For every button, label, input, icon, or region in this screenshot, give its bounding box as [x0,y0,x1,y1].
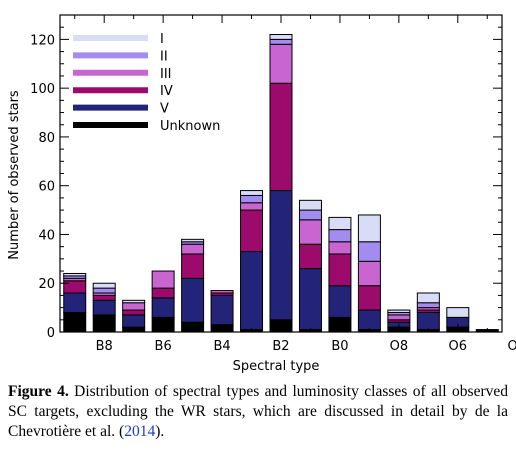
bar-segment [240,209,264,253]
bar-segment [446,307,470,318]
x-tick-label: B8 [96,339,113,354]
bar-segment [151,287,175,299]
y-tick-label: 60 [38,180,55,195]
bar-segment [210,290,234,294]
legend-label: V [160,102,169,117]
y-tick-label: 100 [30,82,55,97]
bar-segment [63,292,87,313]
legend-label: IV [160,84,173,99]
caption-citation-link[interactable]: 2014 [124,423,156,440]
bar-segment [151,297,175,318]
caption-end: ). [155,423,165,440]
bar-segment [63,272,87,277]
bars-group [59,14,503,333]
x-tick-label: B0 [331,339,348,354]
bar-segment [298,268,322,331]
bar-segment [210,294,234,326]
bar-segment [181,277,205,323]
bar-segment [240,202,264,211]
y-tick-label: 40 [38,228,55,243]
legend-label: II [160,49,168,64]
bar-segment [92,294,116,301]
bar-segment [92,282,116,289]
bar-segment [181,253,205,279]
bar-segment [357,309,381,331]
y-tick-label: 80 [38,131,55,146]
bar-segment [387,314,411,321]
y-axis-label: Number of observed stars [7,90,22,260]
y-tick-label: 120 [30,33,55,48]
bar-segment [63,280,87,294]
x-axis: B8 B6 B4 B2 B0 O8 O6 O4 [74,15,516,354]
legend-label: Unknown [160,119,220,134]
x-tick-label: B6 [155,339,172,354]
x-tick-label: B2 [272,339,289,354]
bar-segment [357,214,381,243]
bar-segment [122,302,146,311]
bar-segment [122,314,146,328]
figure-caption: Figure 4. Distribution of spectral types… [8,382,508,442]
bar-segment [240,251,264,331]
bar-segment [328,229,352,243]
y-tick-label: 20 [38,277,55,292]
legend-label: I [160,32,164,47]
bar-segment [269,190,293,321]
bar-segment [328,216,352,231]
bar-segment [92,287,116,294]
x-tick-label: O6 [449,339,468,354]
bar-segment [416,302,440,309]
bar-segment [357,260,381,287]
bar-segment [240,194,264,204]
legend-label: III [160,67,172,82]
bar-segment [181,243,205,255]
bar-segment [357,241,381,262]
bar-segment [122,309,146,316]
bar-segment [416,292,440,304]
bar-segment [328,253,352,287]
bar-segment [240,190,264,196]
x-tick-label: B4 [213,339,230,354]
caption-text: Distribution of spectral types and lumin… [8,383,508,440]
bar-segment [416,311,440,331]
bar-segment [298,219,322,245]
bar-segment [269,34,293,40]
bar-segment [298,243,322,270]
bar-segment [269,43,293,84]
bar-segment [387,309,411,313]
bar-segment [269,82,293,192]
bar-segment [328,241,352,255]
y-tick-label: 0 [47,326,55,341]
bar-segment [181,238,205,243]
bar-segment [269,38,293,45]
bar-segment [92,299,116,316]
y-axis: 0 20 40 60 80 100 120 [30,14,502,341]
x-axis-label: Spectral type [233,359,320,374]
x-tick-label: O8 [390,339,409,354]
bar-segment [328,285,352,318]
bar-segment [298,209,322,221]
bar-segment [122,299,146,304]
bar-segment [357,285,381,311]
bar-segment [151,270,175,289]
x-tick-label: O4 [507,339,516,354]
bar-segment [298,199,322,211]
caption-label: Figure 4. [8,383,69,400]
